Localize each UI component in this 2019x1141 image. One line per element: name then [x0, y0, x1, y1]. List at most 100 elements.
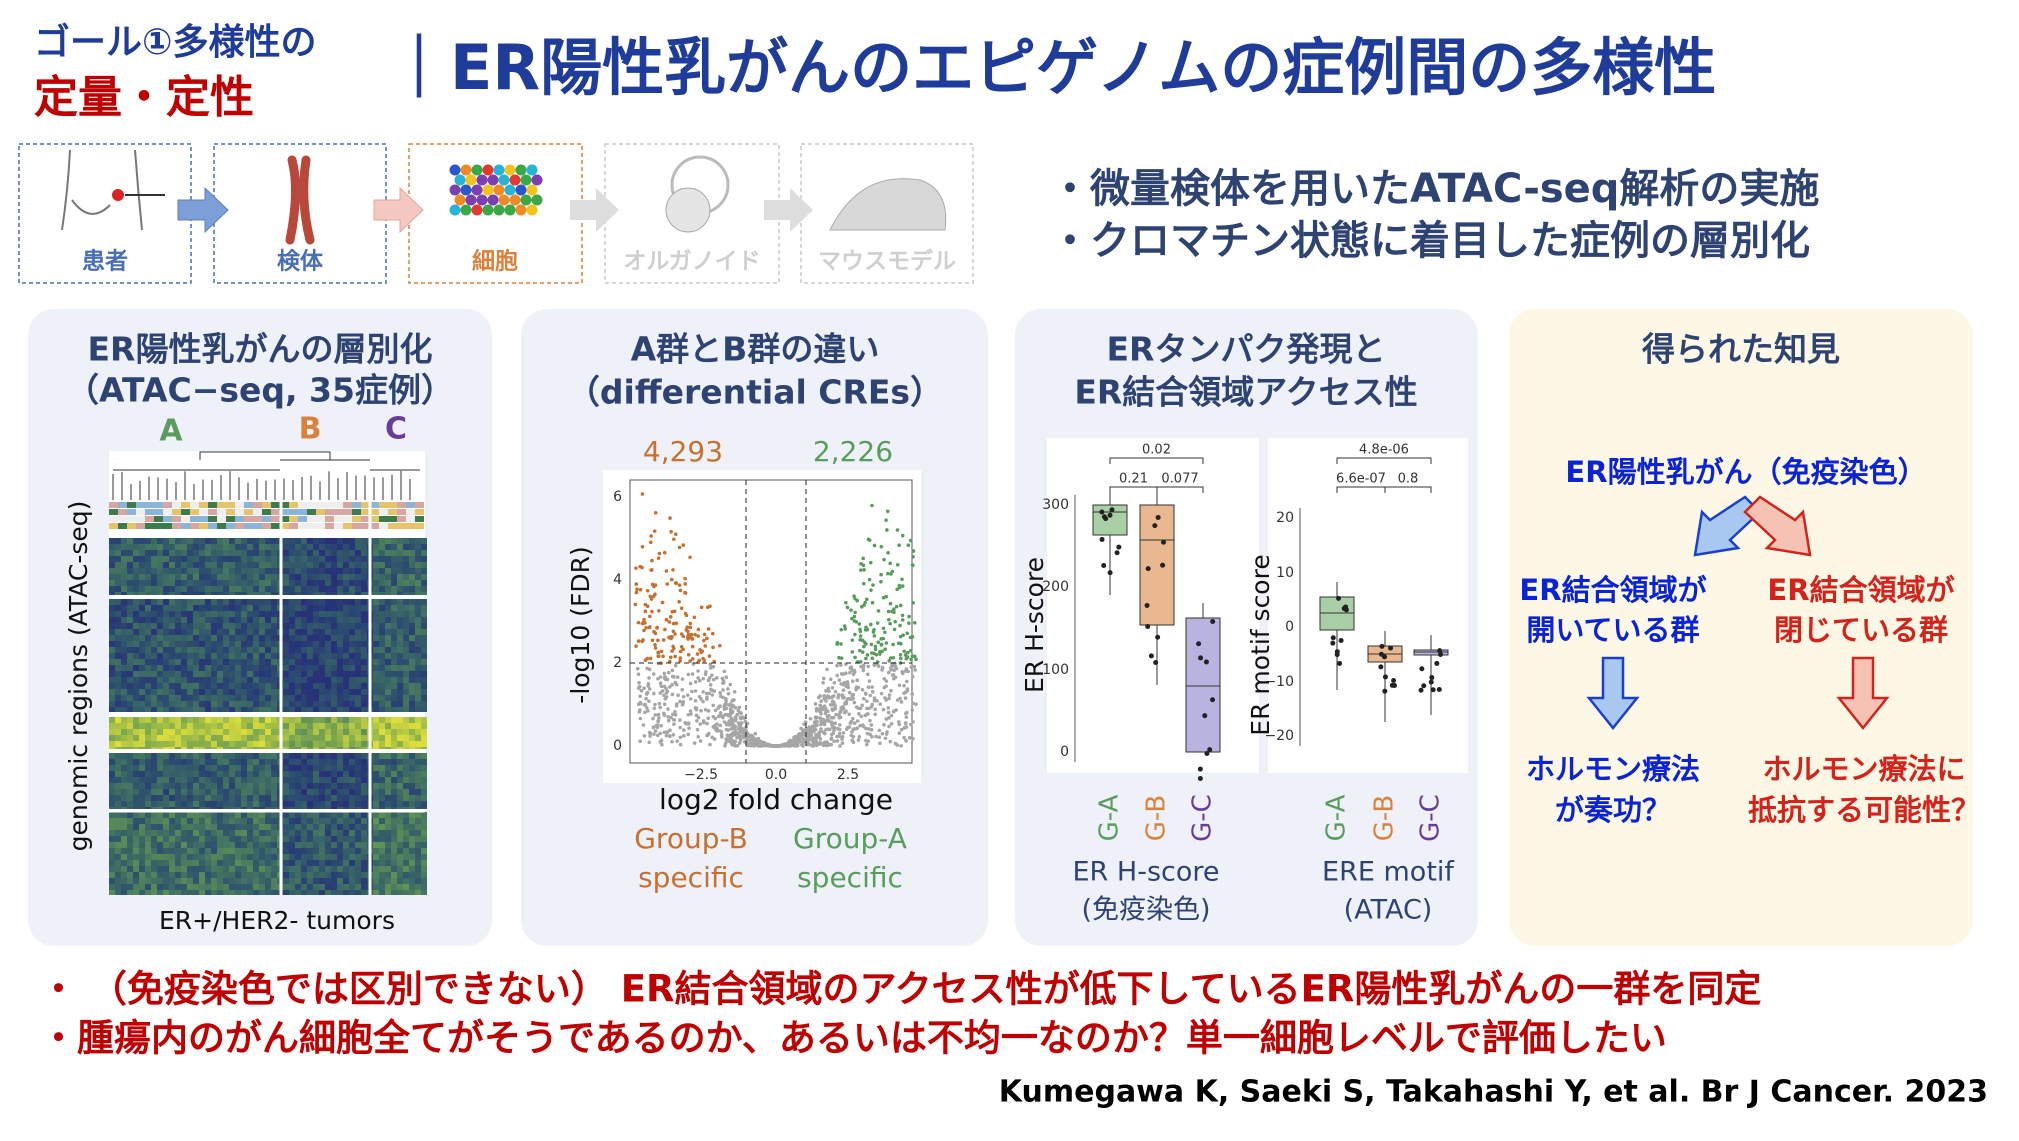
- heat-cell: [289, 665, 295, 671]
- point: [1155, 634, 1161, 640]
- annotation: [289, 502, 298, 508]
- heat-cell: [127, 866, 133, 872]
- cell: [460, 204, 472, 216]
- heat-cell: [211, 574, 217, 580]
- point: [705, 721, 709, 726]
- heat-cell: [139, 544, 145, 550]
- point: [868, 693, 872, 698]
- heat-cell: [403, 866, 409, 872]
- heat-cell: [121, 878, 127, 884]
- heat-cell: [217, 753, 223, 759]
- heat-cell: [397, 866, 403, 872]
- heat-cell: [235, 854, 241, 860]
- heat-cell: [217, 599, 223, 605]
- heat-cell: [199, 830, 205, 836]
- heat-cell: [253, 818, 259, 824]
- annotation: [244, 523, 253, 529]
- heat-cell: [271, 884, 277, 890]
- heat-cell: [265, 556, 271, 562]
- heat-cell: [229, 617, 235, 623]
- heat-cell: [385, 562, 391, 568]
- point: [844, 600, 848, 605]
- heat-cell: [145, 830, 151, 836]
- annotation: [127, 523, 136, 529]
- heat-cell: [211, 801, 217, 807]
- heat-cell: [199, 647, 205, 653]
- annotation: [325, 509, 334, 515]
- heat-cell: [355, 878, 361, 884]
- point: [884, 698, 888, 702]
- heat-cell: [271, 635, 277, 641]
- heat-cell: [247, 777, 253, 783]
- heat-cell: [283, 562, 289, 568]
- heat-cell: [301, 659, 307, 665]
- heat-cell: [163, 753, 169, 759]
- heat-cell: [241, 795, 247, 801]
- heat-cell: [169, 753, 175, 759]
- heat-cell: [169, 641, 175, 647]
- heat-cell: [115, 801, 121, 807]
- heat-cell: [301, 629, 307, 635]
- heat-cell: [271, 641, 277, 647]
- heat-cell: [229, 801, 235, 807]
- point: [681, 543, 686, 547]
- annotation: [307, 516, 316, 522]
- point: [656, 650, 660, 655]
- point: [877, 735, 882, 739]
- annotation: [199, 523, 208, 529]
- point: [821, 676, 826, 681]
- point: [893, 619, 897, 624]
- heat-cell: [313, 717, 319, 723]
- heat-cell: [175, 635, 181, 641]
- annotation: [352, 523, 361, 529]
- heat-cell: [229, 671, 235, 677]
- point: [671, 629, 676, 634]
- heat-cell: [253, 617, 259, 623]
- heat-cell: [289, 824, 295, 830]
- cell: [531, 194, 543, 206]
- point: [647, 625, 652, 630]
- heat-cell: [151, 783, 157, 789]
- heat-cell: [199, 641, 205, 647]
- annotation: [307, 523, 316, 529]
- heat-cell: [175, 671, 181, 677]
- cell: [449, 164, 461, 176]
- heat-cell: [133, 562, 139, 568]
- point: [709, 665, 714, 669]
- annotation: [415, 502, 424, 508]
- heat-cell: [373, 605, 379, 611]
- heat-cell: [331, 605, 337, 611]
- heat-cell: [349, 641, 355, 647]
- group-label: specific: [797, 861, 903, 894]
- heat-cell: [121, 695, 127, 701]
- heat-cell: [151, 623, 157, 629]
- point: [827, 713, 831, 718]
- heat-cell: [295, 544, 301, 550]
- point: [841, 731, 846, 735]
- heat-cell: [247, 771, 253, 777]
- heat-cell: [283, 848, 289, 854]
- heat-cell: [349, 807, 355, 809]
- annotation: [262, 509, 271, 515]
- heat-cell: [187, 783, 193, 789]
- point: [749, 733, 754, 738]
- heat-cell: [301, 854, 307, 860]
- heat-cell: [169, 807, 175, 809]
- annotation: [127, 509, 136, 515]
- heat-cell: [265, 771, 271, 777]
- heat-cell: [307, 795, 313, 801]
- heat-cell: [241, 884, 247, 890]
- heat-cell: [133, 695, 139, 701]
- heat-cell: [253, 580, 259, 586]
- heat-cell: [247, 783, 253, 789]
- heat-cell: [361, 723, 367, 729]
- heat-cell: [325, 807, 331, 809]
- point: [1101, 563, 1107, 569]
- point: [854, 619, 858, 624]
- heat-cell: [169, 801, 175, 807]
- point: [833, 704, 838, 708]
- heat-cell: [211, 556, 217, 562]
- annotation: [271, 523, 280, 529]
- heat-cell: [295, 605, 301, 611]
- annotation: [280, 523, 289, 529]
